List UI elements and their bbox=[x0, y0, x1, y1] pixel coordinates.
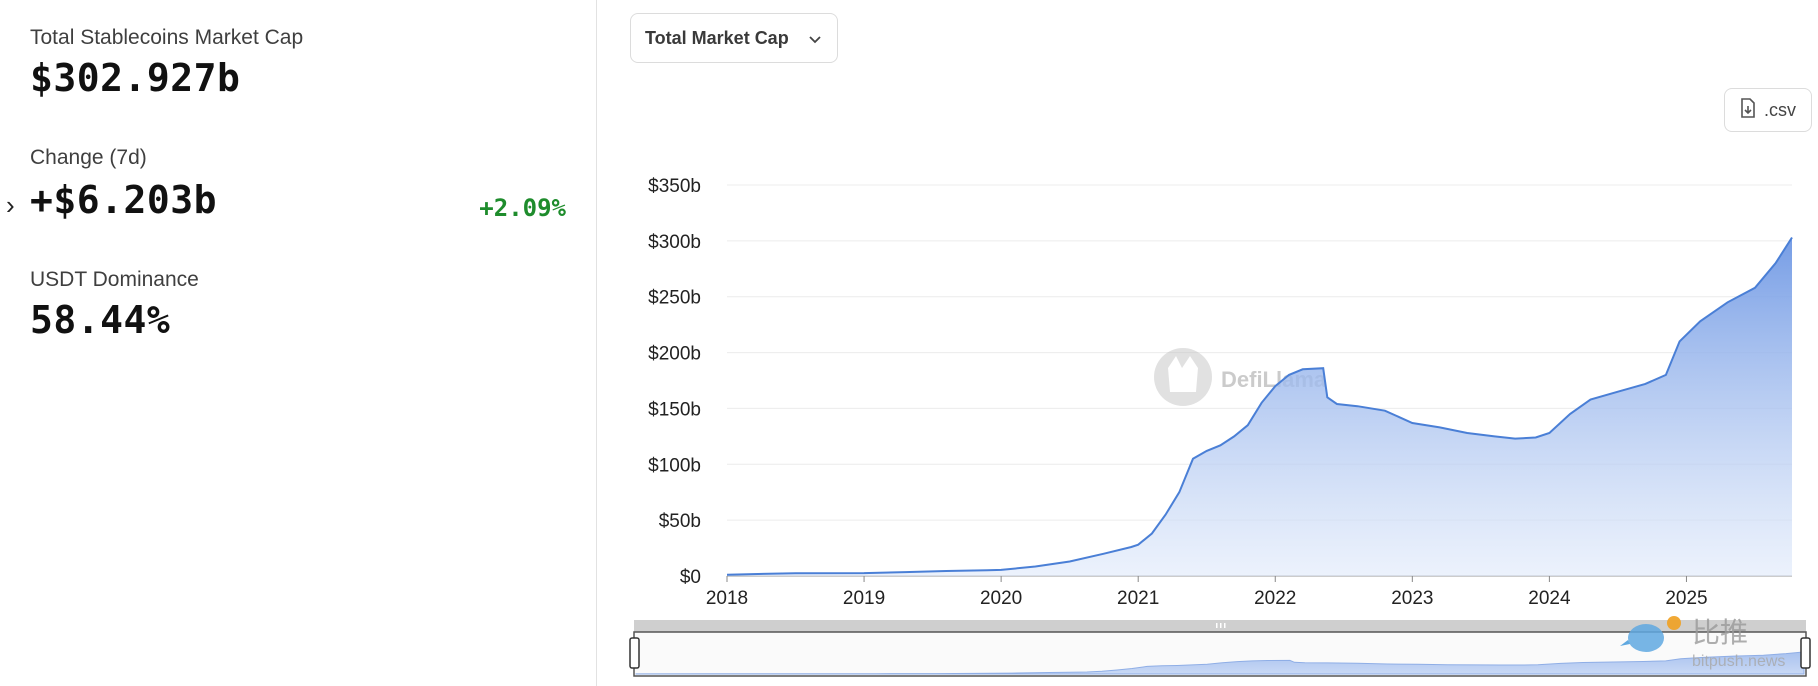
range-handle-left[interactable] bbox=[629, 637, 640, 669]
y-tick-label: $0 bbox=[680, 567, 701, 588]
metric-select-label: Total Market Cap bbox=[645, 27, 789, 48]
x-tick-label: 2025 bbox=[1665, 588, 1707, 609]
change-percent: +2.09% bbox=[479, 194, 566, 222]
chevron-right-icon[interactable]: › bbox=[6, 190, 15, 220]
y-tick-label: $350b bbox=[648, 176, 701, 197]
x-tick-label: 2024 bbox=[1528, 588, 1571, 609]
x-tick-label: 2020 bbox=[980, 588, 1022, 609]
change-value: +$6.203b bbox=[30, 178, 218, 222]
range-drag-grip-icon[interactable] bbox=[1216, 623, 1226, 628]
stats-panel: Total Stablecoins Market Cap $302.927b ›… bbox=[0, 0, 597, 686]
file-download-icon bbox=[1740, 97, 1756, 123]
market-cap-label: Total Stablecoins Market Cap bbox=[30, 26, 304, 49]
bird-icon bbox=[1628, 624, 1664, 652]
y-tick-label: $50b bbox=[659, 511, 701, 532]
x-axis: 2018 2019 2020 2021 2022 2023 2024 2025 bbox=[706, 576, 1708, 609]
range-slider-preview bbox=[635, 651, 1805, 675]
market-cap-value: $302.927b bbox=[30, 56, 241, 100]
x-tick-label: 2019 bbox=[843, 588, 885, 609]
y-tick-label: $150b bbox=[648, 399, 701, 420]
x-tick-label: 2022 bbox=[1254, 588, 1296, 609]
y-tick-label: $300b bbox=[648, 232, 701, 253]
x-tick-label: 2021 bbox=[1117, 588, 1159, 609]
bitcoin-icon bbox=[1667, 616, 1681, 630]
bitpush-cn-text: 比推 bbox=[1692, 617, 1748, 648]
chart-panel: Total Market Cap .csv bbox=[598, 0, 1818, 686]
range-handle-right[interactable] bbox=[1800, 637, 1811, 669]
csv-label: .csv bbox=[1763, 99, 1796, 120]
change-label: Change (7d) bbox=[30, 146, 147, 169]
range-slider[interactable] bbox=[629, 620, 1811, 677]
y-axis: $0 $50b $100b $150b $200b $250b $300b $350b bbox=[648, 176, 701, 588]
bitpush-watermark: 比推 bitpush.news bbox=[1620, 616, 1785, 670]
metric-select[interactable]: Total Market Cap bbox=[630, 13, 838, 63]
y-tick-label: $200b bbox=[648, 344, 701, 365]
dominance-label: USDT Dominance bbox=[30, 268, 199, 291]
x-tick-label: 2023 bbox=[1391, 588, 1433, 609]
market-cap-line bbox=[726, 236, 1793, 576]
csv-download-button[interactable]: .csv bbox=[1724, 88, 1812, 132]
x-tick-label: 2018 bbox=[706, 588, 748, 609]
bitpush-en-text: bitpush.news bbox=[1692, 653, 1785, 670]
y-tick-label: $100b bbox=[648, 455, 701, 476]
chevron-down-icon bbox=[809, 28, 821, 49]
dominance-value: 58.44% bbox=[30, 298, 171, 342]
y-tick-label: $250b bbox=[648, 288, 701, 309]
